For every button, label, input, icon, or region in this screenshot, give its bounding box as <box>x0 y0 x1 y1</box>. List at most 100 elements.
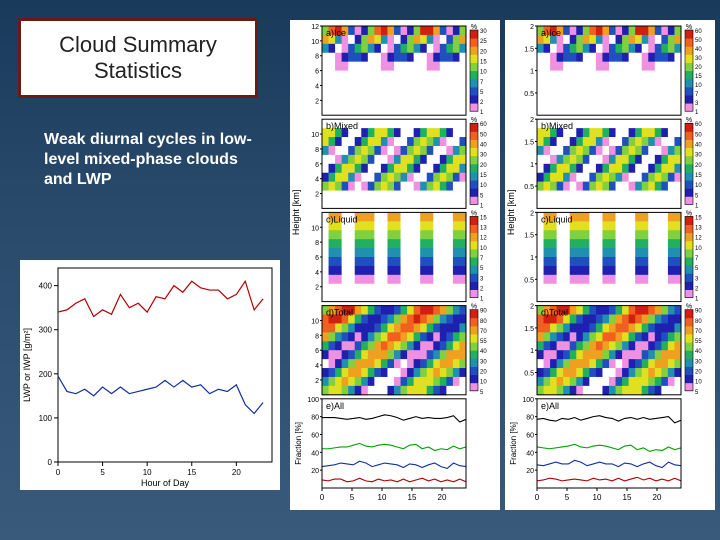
svg-text:1: 1 <box>530 69 534 76</box>
svg-text:LWP or IWP [g/m²]: LWP or IWP [g/m²] <box>22 328 32 402</box>
svg-text:90: 90 <box>480 309 487 315</box>
svg-text:10: 10 <box>311 225 319 232</box>
svg-text:20: 20 <box>695 65 702 71</box>
svg-text:5: 5 <box>480 390 484 396</box>
svg-text:100: 100 <box>307 397 319 404</box>
svg-text:c)Liquid: c)Liquid <box>541 214 573 224</box>
svg-text:a)Ice: a)Ice <box>541 28 561 38</box>
svg-text:1.5: 1.5 <box>524 46 534 53</box>
svg-text:200: 200 <box>39 370 53 379</box>
svg-text:10: 10 <box>695 380 702 386</box>
svg-text:8: 8 <box>315 333 319 340</box>
svg-text:100: 100 <box>39 414 53 423</box>
svg-text:1: 1 <box>480 297 484 303</box>
svg-text:5: 5 <box>565 493 570 502</box>
svg-text:60: 60 <box>480 122 487 128</box>
svg-text:0: 0 <box>535 493 540 502</box>
svg-text:4: 4 <box>315 363 319 370</box>
svg-text:7: 7 <box>480 80 484 86</box>
svg-text:20: 20 <box>653 493 662 502</box>
svg-text:15: 15 <box>695 215 702 221</box>
svg-text:3: 3 <box>695 101 699 107</box>
svg-text:1.5: 1.5 <box>524 140 534 147</box>
svg-text:10: 10 <box>480 70 487 76</box>
lwp-chart: 051015200100200300400Hour of DayLWP or I… <box>20 260 280 490</box>
svg-text:5: 5 <box>695 266 699 272</box>
svg-text:20: 20 <box>695 370 702 376</box>
svg-text:15: 15 <box>623 493 632 502</box>
svg-text:1: 1 <box>530 348 534 355</box>
svg-text:5: 5 <box>480 90 484 96</box>
svg-text:4: 4 <box>315 83 319 90</box>
svg-text:50: 50 <box>480 132 487 138</box>
svg-text:3: 3 <box>480 276 484 282</box>
svg-text:d)Total: d)Total <box>326 308 353 318</box>
svg-text:10: 10 <box>695 83 702 89</box>
svg-text:40: 40 <box>695 47 702 53</box>
svg-text:4: 4 <box>315 177 319 184</box>
svg-text:80: 80 <box>695 319 702 325</box>
svg-text:13: 13 <box>480 226 487 232</box>
title-box: Cloud Summary Statistics <box>18 18 258 98</box>
svg-text:%: % <box>686 210 692 217</box>
svg-text:2: 2 <box>530 117 534 124</box>
svg-text:20: 20 <box>232 468 241 477</box>
svg-text:5: 5 <box>695 390 699 396</box>
svg-text:6: 6 <box>315 255 319 262</box>
subtitle: Weak diurnal cycles in low-level mixed-p… <box>44 130 264 190</box>
svg-text:15: 15 <box>480 59 487 65</box>
svg-text:6: 6 <box>315 348 319 355</box>
svg-text:2: 2 <box>315 192 319 199</box>
svg-text:300: 300 <box>39 326 53 335</box>
svg-text:20: 20 <box>480 163 487 169</box>
svg-text:8: 8 <box>315 54 319 61</box>
svg-text:50: 50 <box>695 132 702 138</box>
svg-text:40: 40 <box>695 143 702 149</box>
svg-text:5: 5 <box>480 193 484 199</box>
svg-text:0.5: 0.5 <box>524 277 534 284</box>
svg-text:%: % <box>686 304 692 311</box>
svg-text:30: 30 <box>480 29 487 35</box>
svg-text:e)All: e)All <box>326 401 344 411</box>
svg-text:4: 4 <box>315 270 319 277</box>
svg-text:0.5: 0.5 <box>524 371 534 378</box>
svg-text:80: 80 <box>526 415 534 422</box>
svg-text:%: % <box>471 24 477 31</box>
svg-text:70: 70 <box>695 329 702 335</box>
svg-text:20: 20 <box>480 370 487 376</box>
svg-text:40: 40 <box>311 450 319 457</box>
svg-text:1: 1 <box>480 110 484 116</box>
svg-text:400: 400 <box>39 282 53 291</box>
svg-text:0.5: 0.5 <box>524 184 534 191</box>
svg-text:0.5: 0.5 <box>524 91 534 98</box>
svg-text:10: 10 <box>480 380 487 386</box>
svg-text:60: 60 <box>526 432 534 439</box>
svg-text:%: % <box>686 24 692 31</box>
svg-text:0: 0 <box>320 493 325 502</box>
svg-text:2: 2 <box>530 24 534 31</box>
svg-text:Fraction [%]: Fraction [%] <box>509 422 518 465</box>
svg-text:10: 10 <box>593 493 602 502</box>
svg-text:10: 10 <box>695 246 702 252</box>
svg-text:1: 1 <box>695 297 699 303</box>
svg-text:15: 15 <box>480 173 487 179</box>
svg-text:30: 30 <box>695 56 702 62</box>
svg-text:20: 20 <box>695 163 702 169</box>
svg-text:8: 8 <box>315 240 319 247</box>
svg-text:%: % <box>471 304 477 311</box>
svg-text:80: 80 <box>480 319 487 325</box>
svg-text:40: 40 <box>526 450 534 457</box>
svg-text:8: 8 <box>315 147 319 154</box>
svg-text:30: 30 <box>695 153 702 159</box>
svg-text:6: 6 <box>315 162 319 169</box>
svg-text:7: 7 <box>695 92 699 98</box>
svg-text:2: 2 <box>480 286 484 292</box>
svg-text:1: 1 <box>530 255 534 262</box>
svg-text:0: 0 <box>48 458 53 467</box>
svg-text:100: 100 <box>522 397 534 404</box>
svg-text:30: 30 <box>695 359 702 365</box>
svg-text:60: 60 <box>695 29 702 35</box>
svg-text:2: 2 <box>315 98 319 105</box>
svg-text:6: 6 <box>315 69 319 76</box>
svg-text:10: 10 <box>311 318 319 325</box>
